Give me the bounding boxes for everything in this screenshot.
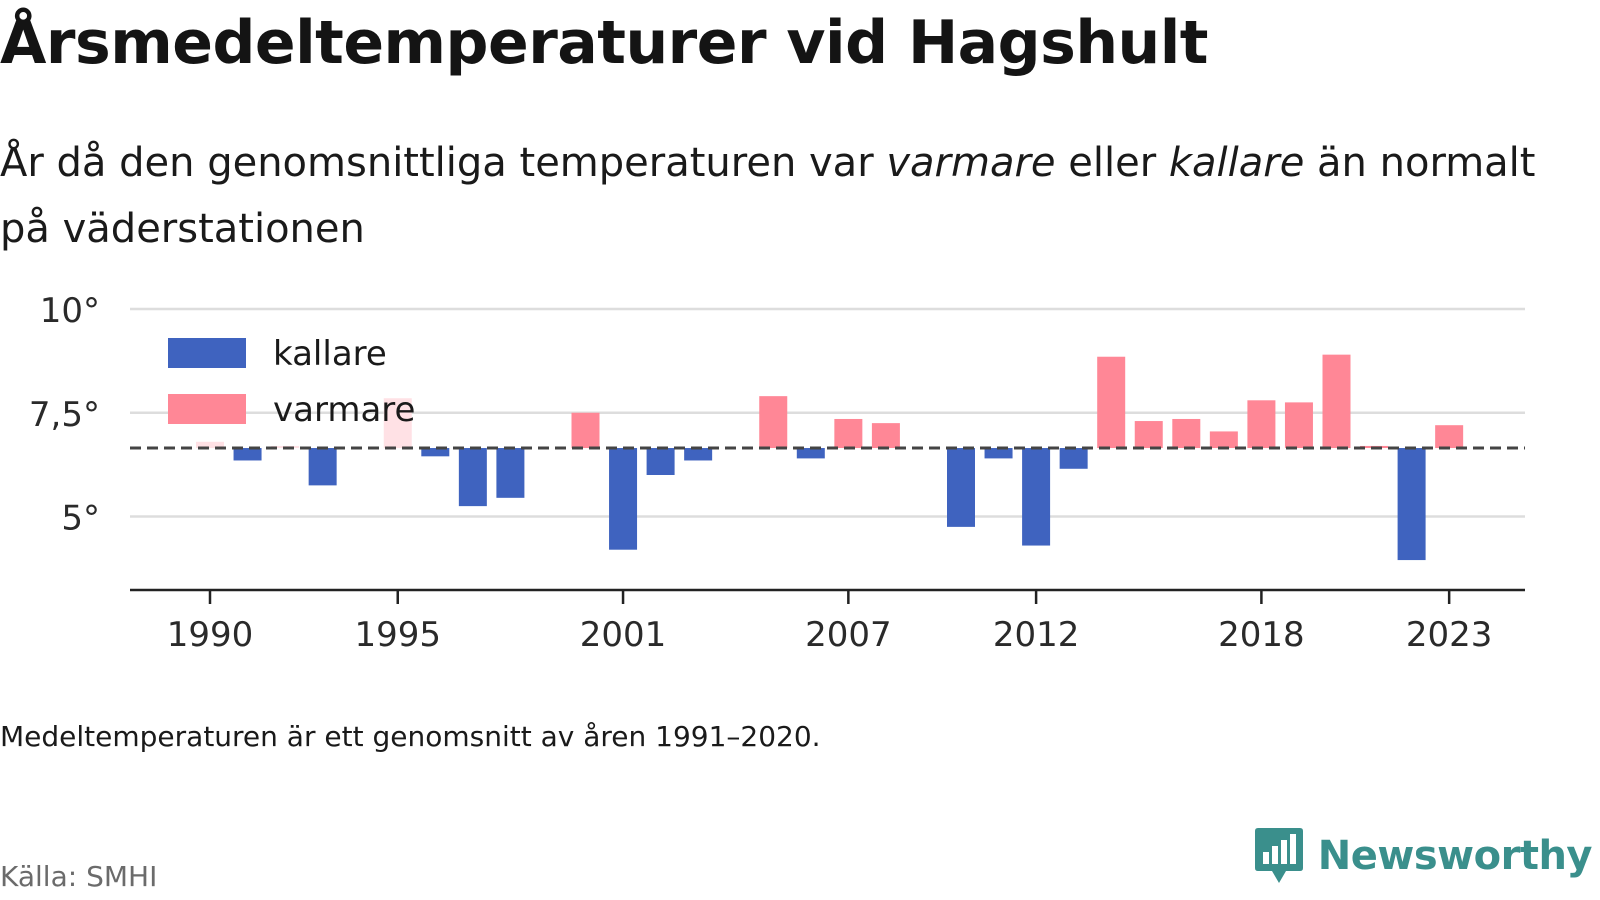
chart-subtitle: År då den genomsnittliga temperaturen va… xyxy=(0,130,1560,262)
bar-2012 xyxy=(1022,448,1051,546)
subtitle-warm-word: varmare xyxy=(886,140,1056,186)
x-tick-label: 1990 xyxy=(167,615,254,655)
bar-1993 xyxy=(308,448,337,486)
bar-2013 xyxy=(1059,448,1088,469)
x-tick-label: 2018 xyxy=(1218,615,1305,655)
bar-2015 xyxy=(1134,421,1163,449)
brand-name: Newsworthy xyxy=(1317,833,1593,879)
bar-1997 xyxy=(458,448,487,507)
y-tick-label: 5° xyxy=(61,499,100,539)
bar-2002 xyxy=(646,448,675,475)
bar-chart: 5° 7,5° 10° 1990 1995 2001 2007 2012 2018 2023 k… xyxy=(29,291,1525,655)
bar-2011 xyxy=(984,448,1013,459)
footnote: Medeltemperaturen är ett genomsnitt av å… xyxy=(0,720,821,753)
legend-label-kallare: kallare xyxy=(273,334,387,374)
bar-2020 xyxy=(1322,354,1351,449)
subtitle-part-3: än normalt på väderstationen xyxy=(0,140,1536,252)
x-tick-label: 2001 xyxy=(580,615,667,655)
bar-2014 xyxy=(1097,356,1126,449)
bar-2001 xyxy=(609,448,638,550)
x-axis: 1990 1995 2001 2007 2012 2018 2023 xyxy=(130,588,1525,655)
bar-1995 xyxy=(383,398,412,449)
bar-2017 xyxy=(1209,431,1238,449)
bar-2010 xyxy=(947,448,975,527)
bar-1996 xyxy=(421,448,450,457)
bar-2006 xyxy=(796,448,825,459)
bar-2000 xyxy=(571,412,600,449)
bar-2005 xyxy=(759,396,788,449)
x-tick-label: 1995 xyxy=(354,615,441,655)
subtitle-part-2: eller xyxy=(1055,140,1169,186)
bar-2023 xyxy=(1435,425,1464,449)
chart-title: Årsmedeltemperaturer vid Hagshult xyxy=(0,8,1209,78)
legend-swatch-varmare xyxy=(168,394,246,424)
legend-label-varmare: varmare xyxy=(273,390,415,430)
y-axis-ticks: 5° 7,5° 10° xyxy=(29,291,100,539)
bar-2008 xyxy=(871,423,900,449)
y-tick-label: 10° xyxy=(40,291,100,331)
bar-2016 xyxy=(1172,418,1201,449)
x-tick-label: 2012 xyxy=(993,615,1080,655)
bar-1990 xyxy=(196,441,224,449)
y-tick-label: 7,5° xyxy=(29,395,100,435)
legend: kallare varmare xyxy=(168,334,415,430)
bars xyxy=(196,354,1464,561)
x-tick-label: 2007 xyxy=(805,615,892,655)
bar-1991 xyxy=(233,448,262,461)
legend-swatch-kallare xyxy=(168,338,246,368)
bar-2007 xyxy=(834,418,863,449)
bar-2019 xyxy=(1284,402,1313,449)
bar-2003 xyxy=(684,448,713,461)
bar-2018 xyxy=(1247,400,1276,449)
bar-2022 xyxy=(1397,448,1426,561)
subtitle-part-1: År då den genomsnittliga temperaturen va… xyxy=(0,140,887,186)
bar-1998 xyxy=(496,448,525,498)
source-label: Källa: SMHI xyxy=(0,860,158,893)
x-tick-label: 2023 xyxy=(1406,615,1493,655)
subtitle-cold-word: kallare xyxy=(1168,140,1305,186)
brand-logo: Newsworthy xyxy=(1254,826,1593,886)
newsworthy-logo-icon xyxy=(1254,828,1303,883)
